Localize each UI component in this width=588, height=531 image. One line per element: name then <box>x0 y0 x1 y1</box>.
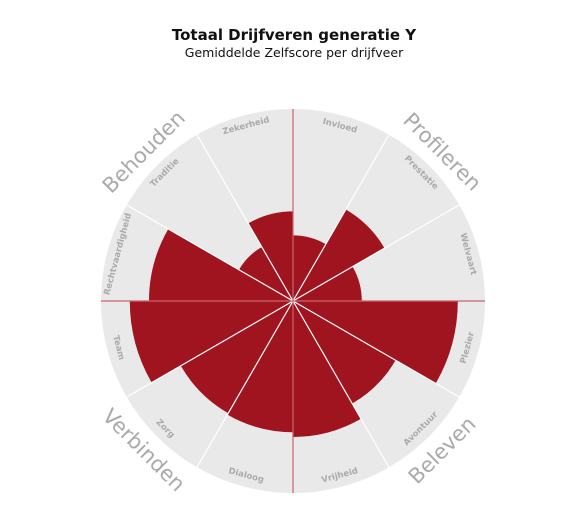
bar-traditie <box>238 246 293 301</box>
chart-titles: Totaal Drijfveren generatie Y Gemiddelde… <box>0 26 588 61</box>
bar-zekerheid <box>248 211 293 301</box>
sector-divider <box>196 134 294 302</box>
bar-zorg <box>180 301 293 414</box>
sector-divider <box>292 300 460 398</box>
sector-divider <box>292 300 390 468</box>
chart-title: Totaal Drijfveren generatie Y <box>171 26 417 44</box>
bar-plezier <box>293 301 458 384</box>
bar-rechtvaardigheid <box>149 229 293 301</box>
bar-vrijheid <box>293 301 361 437</box>
sector-divider <box>292 204 460 302</box>
bar-dialoog <box>227 301 293 433</box>
bar-team <box>129 301 293 383</box>
sector-divider <box>126 204 294 302</box>
bar-invloed <box>293 235 326 301</box>
bar-prestatie <box>293 209 385 301</box>
chart-subtitle: Gemiddelde Zelfscore per drijfveer <box>184 45 404 60</box>
sector-divider <box>292 134 390 302</box>
sector-divider <box>196 300 294 468</box>
bar-avontuur <box>293 301 396 404</box>
bar-welvaart <box>293 266 362 301</box>
sector-divider <box>126 300 294 398</box>
